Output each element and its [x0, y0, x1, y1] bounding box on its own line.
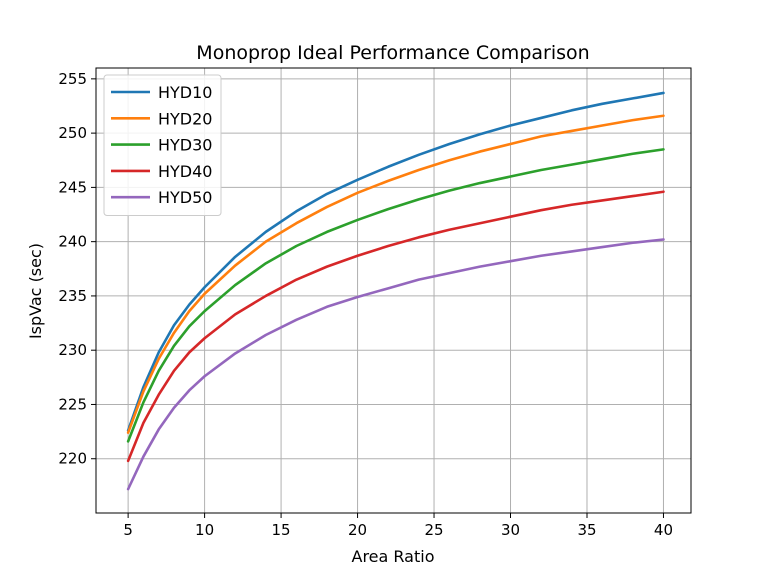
series-line-hyd20	[126, 114, 665, 434]
y-tick-label: 235	[58, 287, 87, 305]
x-tick-label: 35	[577, 521, 596, 539]
legend-label-hyd10: HYD10	[158, 83, 212, 102]
x-tick-label: 20	[348, 521, 367, 539]
series-lines	[126, 91, 665, 491]
series-line-hyd50	[126, 238, 665, 491]
y-axis-ticks: 220 225 230 235 240 245 250 255	[58, 70, 96, 468]
y-tick-label: 220	[58, 450, 87, 468]
plot-area	[95, 67, 692, 514]
x-tick-label: 40	[654, 521, 673, 539]
series-line-hyd10	[126, 91, 665, 432]
plot-frame	[95, 67, 692, 514]
grid	[96, 68, 691, 513]
legend-label-hyd40: HYD40	[158, 162, 212, 181]
x-tick-label: 25	[424, 521, 443, 539]
legend-label-hyd30: HYD30	[158, 136, 212, 155]
legend-box	[103, 74, 222, 216]
y-tick-label: 240	[58, 233, 87, 251]
legend-label-hyd50: HYD50	[158, 188, 212, 207]
x-tick-label: 30	[501, 521, 520, 539]
y-tick-label: 230	[58, 341, 87, 359]
x-tick-label: 5	[123, 521, 133, 539]
chart-title: Monoprop Ideal Performance Comparison	[196, 42, 589, 64]
series-line-hyd40	[126, 190, 665, 463]
x-axis-label: Area Ratio	[352, 547, 435, 566]
legend-label-hyd20: HYD20	[158, 109, 212, 128]
x-tick-label: 15	[272, 521, 291, 539]
y-tick-label: 250	[58, 124, 87, 142]
y-axis-label: IspVac (sec)	[26, 243, 45, 339]
y-tick-label: 245	[58, 178, 87, 196]
series-line-hyd30	[126, 148, 665, 443]
y-tick-label: 255	[58, 70, 87, 88]
x-tick-label: 10	[195, 521, 214, 539]
legend: HYD10 HYD20 HYD30 HYD40 HYD50	[103, 74, 222, 216]
y-tick-label: 225	[58, 395, 87, 413]
x-axis-ticks: 5 10 15 20 25 30 35 40	[123, 513, 673, 539]
